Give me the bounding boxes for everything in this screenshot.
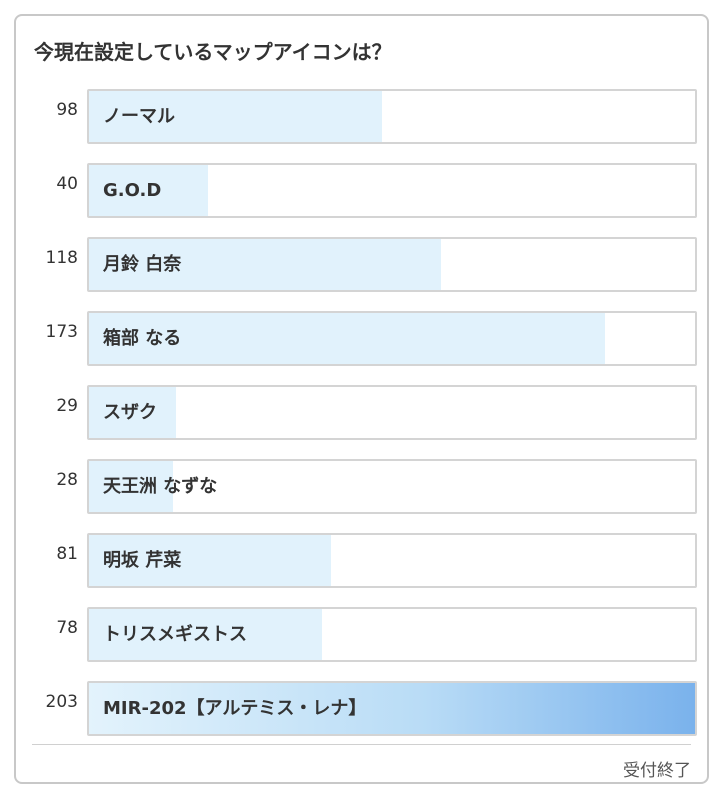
- vote-bar[interactable]: ノーマル: [87, 89, 697, 144]
- option-label: 箱部 なる: [103, 328, 182, 349]
- vote-count: 40: [56, 174, 78, 194]
- vote-bar[interactable]: スザク: [87, 385, 697, 440]
- option-label: G.O.D: [103, 180, 162, 201]
- vote-bar-fill: [89, 239, 442, 290]
- poll-question: 今現在設定しているマップアイコンは？: [34, 40, 392, 64]
- vote-count: 81: [56, 544, 78, 564]
- vote-bar[interactable]: 箱部 なる: [87, 311, 697, 366]
- poll-option[interactable]: 28 天王洲 なずな: [16, 444, 707, 518]
- vote-count: 28: [56, 470, 78, 490]
- poll-option[interactable]: 29 スザク: [16, 370, 707, 444]
- poll-option[interactable]: 203 MIR-202【アルテミス・レナ】: [16, 666, 707, 740]
- vote-count: 118: [45, 248, 78, 268]
- poll-option[interactable]: 40 G.O.D: [16, 148, 707, 222]
- poll-option[interactable]: 78 トリスメギストス: [16, 592, 707, 666]
- poll-card: 今現在設定しているマップアイコンは？ 98 ノーマル 40 G.O.D 118 …: [14, 14, 709, 784]
- vote-bar[interactable]: 月鈴 白奈: [87, 237, 697, 292]
- option-label: ノーマル: [103, 106, 175, 127]
- vote-bar[interactable]: MIR-202【アルテミス・レナ】: [87, 681, 697, 736]
- vote-bar-fill: [89, 683, 695, 734]
- vote-bar[interactable]: G.O.D: [87, 163, 697, 218]
- option-label: 月鈴 白奈: [103, 254, 182, 275]
- vote-bar-fill: [89, 91, 382, 142]
- vote-bar-fill: [89, 535, 331, 586]
- vote-bar[interactable]: トリスメギストス: [87, 607, 697, 662]
- vote-bar-fill: [89, 461, 173, 512]
- vote-count: 173: [45, 322, 78, 342]
- poll-option[interactable]: 118 月鈴 白奈: [16, 222, 707, 296]
- option-label: 明坂 芹菜: [103, 550, 182, 571]
- option-label: トリスメギストス: [103, 624, 247, 645]
- vote-count: 78: [56, 618, 78, 638]
- vote-bar-fill: [89, 387, 176, 438]
- option-label: MIR-202【アルテミス・レナ】: [103, 698, 367, 719]
- option-label: スザク: [103, 402, 157, 423]
- vote-count: 29: [56, 396, 78, 416]
- poll-option[interactable]: 98 ノーマル: [16, 74, 707, 148]
- vote-bar[interactable]: 天王洲 なずな: [87, 459, 697, 514]
- poll-options: 98 ノーマル 40 G.O.D 118 月鈴 白奈 173 箱部 な: [16, 74, 707, 740]
- vote-bar-fill: [89, 313, 606, 364]
- vote-count: 203: [45, 692, 78, 712]
- vote-bar-fill: [89, 609, 322, 660]
- poll-option[interactable]: 173 箱部 なる: [16, 296, 707, 370]
- poll-status: 受付終了: [623, 761, 691, 781]
- vote-count: 98: [56, 100, 78, 120]
- vote-bar-fill: [89, 165, 209, 216]
- option-label: 天王洲 なずな: [103, 476, 218, 497]
- footer-divider: [32, 744, 691, 745]
- vote-bar[interactable]: 明坂 芹菜: [87, 533, 697, 588]
- poll-option[interactable]: 81 明坂 芹菜: [16, 518, 707, 592]
